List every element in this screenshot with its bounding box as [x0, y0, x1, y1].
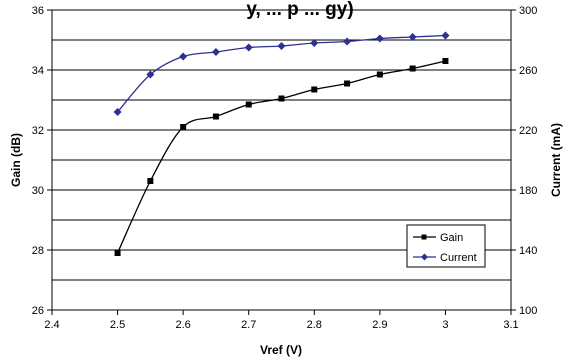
y-right-tick-label: 180 [519, 185, 537, 197]
x-axis-ticks: 2.4 2.5 2.6 2.7 2.8 2.9 3 3.1 [44, 310, 519, 331]
y-right-tick-label: 140 [519, 245, 537, 257]
y-left-tick-label: 36 [32, 5, 44, 17]
series-gain-point [212, 113, 219, 120]
series-gain-point [311, 86, 318, 93]
gridlines [52, 39, 511, 281]
y-left-tick-label: 32 [32, 125, 44, 137]
series-gain-point [180, 124, 187, 130]
legend-current-label: Current [440, 252, 477, 264]
series-gain-point [344, 80, 351, 87]
series-gain-line [116, 60, 446, 254]
x-axis-title: Vref (V) [260, 343, 302, 357]
series-current-point [375, 34, 384, 43]
legend-box [406, 224, 486, 268]
x-tick-label: 2.7 [241, 319, 256, 331]
y-axis-left-title: Gain (dB) [9, 133, 23, 187]
y-left-tick-label: 26 [32, 305, 44, 317]
y-left-tick-label: 30 [32, 185, 44, 197]
x-tick-label: 2.8 [307, 319, 322, 331]
series-gain-point [245, 101, 252, 108]
legend: Gain Current [406, 224, 486, 268]
x-tick-label: 2.4 [44, 319, 59, 331]
series-gain-point [114, 250, 121, 256]
series-gain-point [442, 58, 449, 64]
x-tick-label: 2.5 [110, 319, 125, 331]
x-tick-label: 2.9 [372, 319, 387, 331]
series-current-point [179, 52, 188, 61]
series-current-point [441, 31, 450, 40]
series-current-point [244, 43, 253, 52]
series-gain-point [376, 71, 383, 78]
series-current-point [146, 70, 155, 79]
series-gain-point [409, 65, 416, 72]
series-current-point [343, 37, 352, 46]
y-right-tick-label: 300 [519, 5, 537, 17]
legend-current-marker [421, 253, 428, 261]
legend-gain-marker [421, 234, 427, 240]
x-tick-label: 2.6 [175, 319, 190, 331]
y-left-tick-label: 28 [32, 245, 44, 257]
series-current-point [277, 42, 286, 50]
y-right-tick-label: 220 [519, 125, 537, 137]
series-gain-point [278, 95, 285, 102]
series-gain-point [147, 178, 154, 184]
x-tick-label: 3.1 [503, 319, 518, 331]
y-axis-left-ticks: 26 28 30 32 34 36 [32, 5, 52, 317]
legend-gain-label: Gain [440, 232, 463, 244]
series-current-point [113, 108, 122, 116]
y-left-tick-label: 34 [32, 65, 44, 77]
plot-area-frame [51, 9, 512, 311]
series-layer [113, 31, 450, 256]
y-axis-right-ticks: 100 140 180 220 260 300 [511, 5, 537, 317]
series-current-point [408, 33, 417, 41]
y-axis-right-title: Current (mA) [549, 123, 563, 197]
y-right-tick-label: 260 [519, 65, 537, 77]
series-current-point [211, 48, 220, 56]
y-right-tick-label: 100 [519, 305, 537, 317]
x-tick-label: 3 [442, 319, 448, 331]
series-current-point [310, 39, 319, 47]
